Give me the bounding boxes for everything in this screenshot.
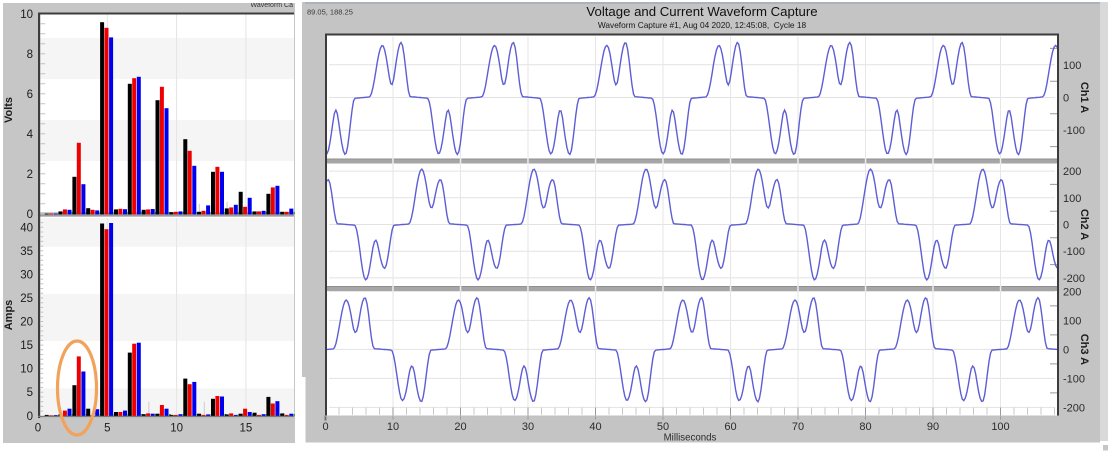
svg-text:40: 40 <box>20 222 33 234</box>
svg-text:Ch3 A: Ch3 A <box>1078 334 1090 365</box>
svg-text:-200: -200 <box>1063 273 1085 285</box>
svg-text:10: 10 <box>170 423 183 435</box>
svg-text:10: 10 <box>20 9 33 21</box>
svg-text:20: 20 <box>20 317 33 329</box>
svg-text:30: 30 <box>522 421 534 433</box>
svg-text:-100: -100 <box>1063 246 1085 258</box>
svg-text:5: 5 <box>27 387 33 399</box>
svg-text:60: 60 <box>724 421 736 433</box>
svg-text:5: 5 <box>104 423 110 435</box>
svg-text:Milliseconds: Milliseconds <box>664 433 717 444</box>
svg-text:70: 70 <box>792 421 804 433</box>
svg-text:0: 0 <box>322 421 328 433</box>
svg-text:Ch2 A: Ch2 A <box>1078 209 1090 240</box>
svg-text:25: 25 <box>20 293 33 305</box>
svg-text:15: 15 <box>240 423 253 435</box>
svg-text:Amps: Amps <box>3 300 15 331</box>
svg-text:0: 0 <box>1063 344 1069 356</box>
svg-text:50: 50 <box>657 421 669 433</box>
svg-text:100: 100 <box>1063 60 1081 72</box>
svg-text:0: 0 <box>27 209 33 221</box>
svg-text:15: 15 <box>20 340 33 352</box>
svg-text:-100: -100 <box>1063 125 1085 137</box>
svg-text:Ch1 A: Ch1 A <box>1078 82 1090 113</box>
svg-text:Waveform Ca: Waveform Ca <box>250 3 293 9</box>
svg-text:89.05, 188.25: 89.05, 188.25 <box>307 8 353 17</box>
svg-text:0: 0 <box>1063 93 1069 105</box>
svg-text:4: 4 <box>27 129 34 141</box>
svg-text:-200: -200 <box>1063 402 1085 414</box>
svg-text:40: 40 <box>589 421 601 433</box>
svg-text:0: 0 <box>35 423 41 435</box>
svg-text:Volts: Volts <box>3 97 15 123</box>
svg-text:Waveform Capture #1, Aug 04 20: Waveform Capture #1, Aug 04 2020, 12:45:… <box>598 20 807 30</box>
svg-text:0: 0 <box>27 411 33 423</box>
svg-text:200: 200 <box>1063 166 1081 178</box>
svg-text:100: 100 <box>1063 315 1081 327</box>
svg-text:35: 35 <box>20 246 33 258</box>
svg-text:2: 2 <box>27 169 33 181</box>
svg-text:6: 6 <box>27 89 33 101</box>
svg-text:100: 100 <box>991 421 1009 433</box>
svg-text:30: 30 <box>20 269 33 281</box>
svg-text:100: 100 <box>1063 193 1081 205</box>
svg-text:90: 90 <box>927 421 939 433</box>
svg-text:-100: -100 <box>1063 373 1085 385</box>
svg-text:Voltage and Current Waveform C: Voltage and Current Waveform Capture <box>586 4 817 19</box>
svg-text:20: 20 <box>454 421 466 433</box>
svg-text:0: 0 <box>1063 220 1069 232</box>
svg-text:10: 10 <box>20 364 33 376</box>
svg-text:10: 10 <box>387 421 399 433</box>
svg-text:200: 200 <box>1063 286 1081 298</box>
svg-text:8: 8 <box>27 49 33 61</box>
svg-text:80: 80 <box>859 421 871 433</box>
